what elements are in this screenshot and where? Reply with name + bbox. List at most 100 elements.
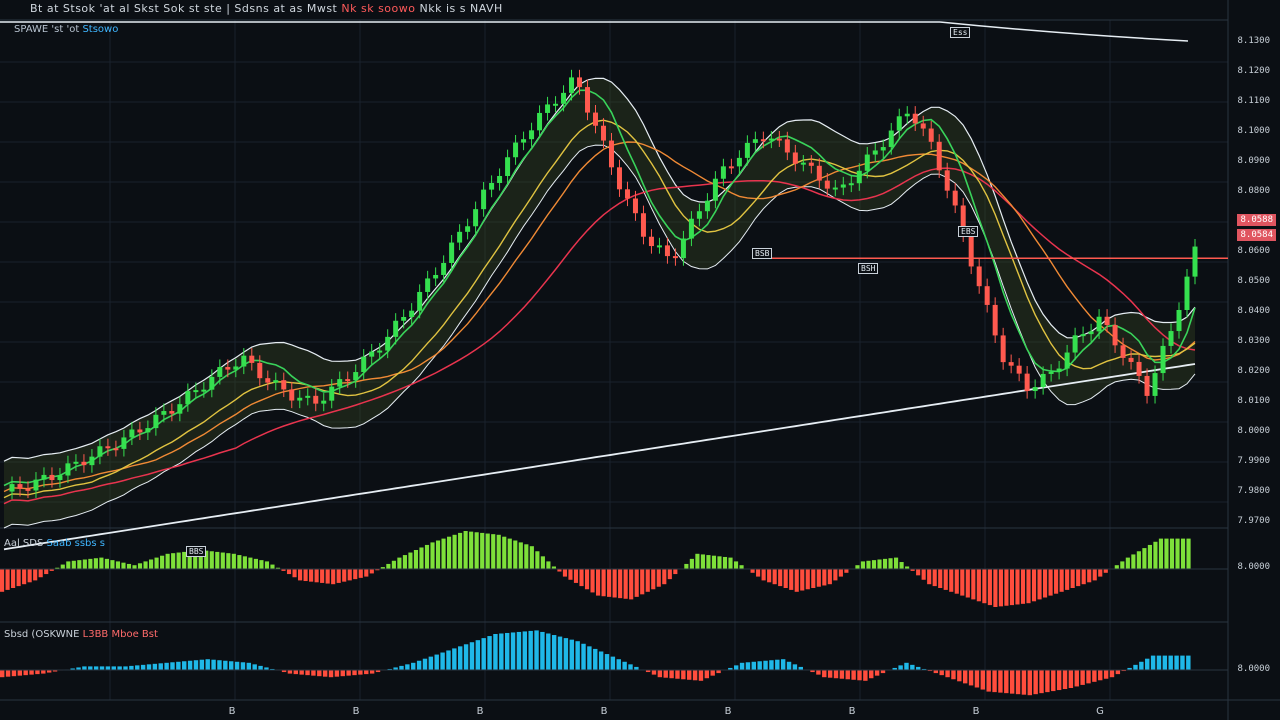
oscillator-bar — [1033, 670, 1038, 695]
oscillator-bar — [93, 666, 99, 670]
price-axis-tick: 7.9900 — [1237, 456, 1270, 466]
time-axis-tick: B — [476, 706, 484, 717]
oscillator-bar — [1109, 670, 1115, 678]
price-tag-current: 8.0588 — [1237, 214, 1276, 226]
macd-bar — [805, 569, 810, 590]
oscillator-bar — [645, 670, 651, 673]
macd-bar — [667, 569, 672, 580]
oscillator-bar — [751, 661, 757, 670]
oscillator-bar — [604, 654, 610, 670]
oscillator-bar — [874, 670, 880, 676]
candle-body — [41, 474, 47, 480]
candle-body — [1176, 310, 1182, 332]
oscillator-bar — [111, 666, 116, 670]
candle-body — [664, 245, 670, 257]
macd-bar — [0, 569, 5, 592]
oscillator-bar — [135, 665, 140, 670]
time-axis-tick: B — [724, 706, 732, 717]
subheader-left: SPAWE 'st 'ot — [14, 24, 80, 35]
macd-bar — [518, 542, 523, 569]
annotation-box[interactable]: BSB — [752, 248, 773, 259]
candle-body — [305, 395, 311, 398]
candle-body — [920, 123, 926, 129]
macd-bar — [33, 569, 38, 581]
candle-body — [561, 92, 567, 104]
candle-body — [273, 380, 279, 383]
macd-bar — [1031, 569, 1037, 602]
oscillator-bar — [587, 646, 592, 670]
candle-body — [808, 162, 814, 166]
oscillator-bar — [1051, 670, 1056, 692]
candle-body — [832, 187, 838, 190]
bollinger-lower-line — [3, 144, 1196, 529]
candle-body — [513, 142, 519, 158]
macd-bar — [452, 534, 457, 569]
candle-body — [313, 395, 319, 404]
oscillator-bar — [458, 646, 463, 670]
candle-body — [600, 125, 606, 141]
macd-bar — [524, 544, 529, 569]
annotation-box[interactable]: EBS — [958, 226, 979, 237]
oscillator-bar — [5, 670, 11, 677]
macd-bar — [860, 561, 866, 569]
macd-bar — [651, 569, 656, 590]
candle-body — [353, 372, 359, 381]
oscillator-bar — [933, 670, 939, 674]
annotation-box[interactable]: BSH — [858, 263, 879, 274]
oscillator-bar — [446, 650, 451, 670]
candle-body — [688, 218, 694, 239]
candle-body — [241, 355, 247, 367]
price-axis-tick: 7.9800 — [1237, 486, 1270, 496]
macd-bar — [546, 561, 551, 569]
osc-pane-label: Sbsd (OSKWNE L3BB Mboe Bst — [4, 629, 158, 640]
candle-body — [9, 484, 15, 492]
macd-bar — [55, 567, 60, 569]
oscillator-bar — [322, 670, 328, 677]
macd-bar — [1186, 538, 1191, 569]
candle-body — [960, 205, 966, 235]
oscillator-bar — [822, 670, 827, 678]
candle-body — [537, 112, 543, 131]
macd-bar — [987, 569, 992, 606]
time-axis-tick: G — [1096, 706, 1104, 717]
candle-body — [1016, 365, 1022, 374]
annotation-box[interactable]: BBS — [186, 546, 207, 557]
candle-body — [257, 362, 263, 379]
oscillator-bar — [0, 670, 5, 678]
macd-bar — [529, 546, 534, 569]
oscillator-bar — [1086, 670, 1091, 684]
macd-bar — [695, 553, 700, 569]
macd-bar — [126, 563, 132, 569]
macd-bar — [408, 552, 413, 569]
macd-bar — [303, 569, 308, 582]
ma-orange-line — [3, 141, 1196, 493]
macd-bar — [921, 569, 926, 580]
candle-body — [249, 355, 255, 363]
candle-body — [1096, 316, 1102, 332]
macd-bar — [645, 569, 650, 592]
oscillator-bar — [375, 670, 381, 673]
annotation-box[interactable]: Ess — [950, 27, 971, 38]
oscillator-bar — [487, 636, 492, 670]
oscillator-bar — [164, 662, 169, 670]
candle-body — [904, 113, 910, 117]
macd-bar — [309, 569, 314, 582]
macd-bar — [728, 557, 733, 569]
macd-bar — [557, 569, 562, 572]
candle-body — [792, 152, 798, 164]
macd-bar — [910, 569, 915, 571]
oscillator-bar — [1004, 670, 1009, 694]
oscillator-bar — [1092, 670, 1097, 682]
candle-body — [161, 411, 167, 415]
macd-bar — [932, 569, 937, 587]
macd-bar — [1164, 538, 1169, 569]
candle-body — [409, 310, 415, 317]
macd-bar — [458, 532, 463, 569]
macd-bar — [270, 564, 275, 569]
oscillator-bar — [522, 631, 528, 670]
candle-body — [1144, 375, 1150, 396]
candle-body — [776, 138, 782, 141]
candle-body — [1080, 334, 1086, 337]
